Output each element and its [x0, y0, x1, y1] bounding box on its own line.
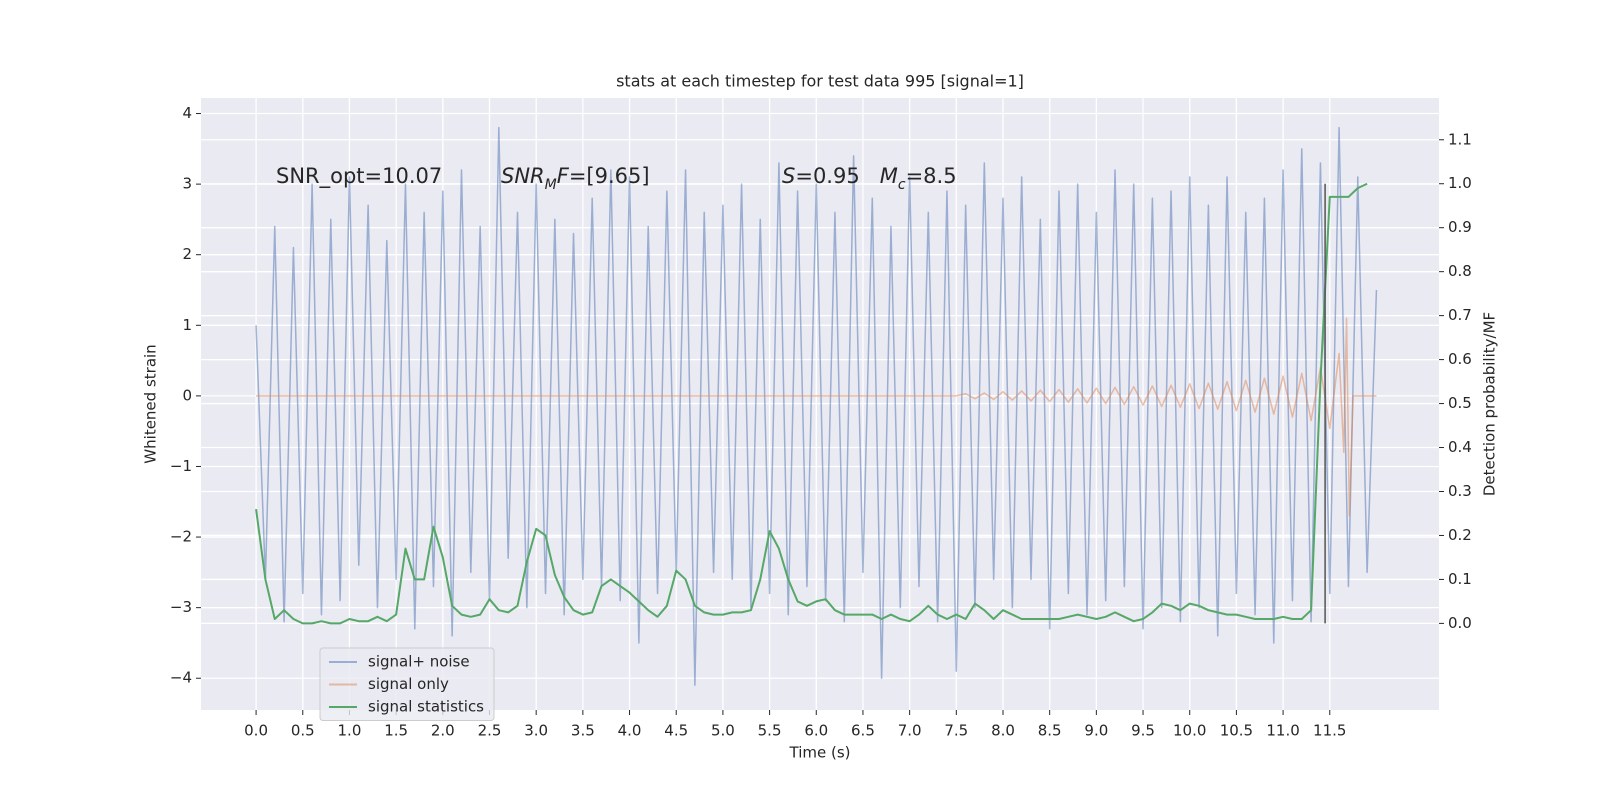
annotation-part: M [880, 164, 898, 188]
x-tick-label: 0.5 [291, 722, 315, 740]
x-tick-label: 0.0 [244, 722, 268, 740]
y2-tick-label: 0.4 [1448, 438, 1472, 456]
x-tick-label: 6.5 [851, 722, 875, 740]
y2-tick-label: 1.1 [1448, 130, 1472, 148]
series-line [256, 317, 1377, 517]
y2-tick-label: 0.8 [1448, 262, 1472, 280]
x-tick-label: 5.0 [711, 722, 735, 740]
x-tick-label: 10.5 [1220, 722, 1253, 740]
legend-box [319, 647, 495, 721]
y-tick-label: −2 [170, 528, 192, 546]
y2-tick-label: 0.7 [1448, 306, 1472, 324]
x-tick-label: 3.5 [571, 722, 595, 740]
annotation-part: SNR_opt=10.07 [276, 164, 442, 189]
x-tick-label: 3.0 [524, 722, 548, 740]
y-tick-label: −3 [170, 598, 192, 616]
annotation-part: =0.95 [795, 164, 879, 188]
x-tick-label: 11.5 [1313, 722, 1346, 740]
y-tick-label: −4 [170, 669, 192, 687]
series-line [255, 126, 1378, 687]
x-tick-label: 7.5 [944, 722, 968, 740]
y2-tick-label: 0.1 [1448, 570, 1472, 588]
x-tick-label: 8.5 [1038, 722, 1062, 740]
x-tick-label: 8.0 [991, 722, 1015, 740]
annotation: SNR_opt=10.07 [276, 164, 442, 189]
grid [201, 98, 1439, 710]
y-tick-label: −1 [170, 457, 192, 475]
x-tick-label: 2.0 [431, 722, 455, 740]
chart-title: stats at each timestep for test data 995… [616, 72, 1024, 91]
annotation-part: =8.5 [906, 164, 957, 188]
legend-label: signal statistics [368, 698, 484, 716]
y2-tick-label: 0.0 [1448, 614, 1472, 632]
x-tick-label: 11.0 [1266, 722, 1299, 740]
y-tick-label: 1 [182, 316, 192, 334]
annotation-part: c [898, 177, 906, 193]
x-tick-label: 2.5 [478, 722, 502, 740]
legend-label: signal only [368, 675, 449, 693]
annotation-part: =[9.65] [569, 164, 650, 188]
legend-label: signal+ noise [368, 653, 470, 671]
y-tick-label: 2 [182, 245, 192, 263]
y2-tick-label: 0.5 [1448, 394, 1472, 412]
y2-axis-label: Detection probability/MF [1481, 312, 1499, 496]
x-tick-label: 1.0 [338, 722, 362, 740]
annotation-part: SNR [501, 164, 545, 188]
y2-tick-label: 0.2 [1448, 526, 1472, 544]
x-tick-label: 1.5 [384, 722, 408, 740]
y2-tick-label: 0.3 [1448, 482, 1472, 500]
x-tick-label: 5.5 [758, 722, 782, 740]
annotation: S=0.95 Mc=8.5 [782, 164, 957, 193]
x-tick-label: 10.0 [1173, 722, 1206, 740]
annotation-part: M [545, 177, 557, 193]
x-tick-label: 4.5 [664, 722, 688, 740]
x-tick-label: 4.0 [618, 722, 642, 740]
x-tick-label: 7.0 [898, 722, 922, 740]
y-axis-label: Whitened strain [142, 344, 160, 463]
annotation-part: S [782, 164, 795, 188]
y-tick-label: 3 [182, 175, 192, 193]
x-tick-label: 6.0 [804, 722, 828, 740]
y-tick-label: 0 [182, 386, 192, 404]
series-line [255, 182, 1368, 625]
y-tick-label: 4 [182, 104, 192, 122]
x-tick-label: 9.5 [1131, 722, 1155, 740]
y2-tick-label: 0.6 [1448, 350, 1472, 368]
y2-tick-label: 1.0 [1448, 174, 1472, 192]
x-axis-label: Time (s) [789, 744, 851, 762]
annotation-part: F [557, 164, 570, 188]
annotation: SNRMF=[9.65] [501, 164, 650, 193]
y2-tick-label: 0.9 [1448, 218, 1472, 236]
x-tick-label: 9.0 [1084, 722, 1108, 740]
